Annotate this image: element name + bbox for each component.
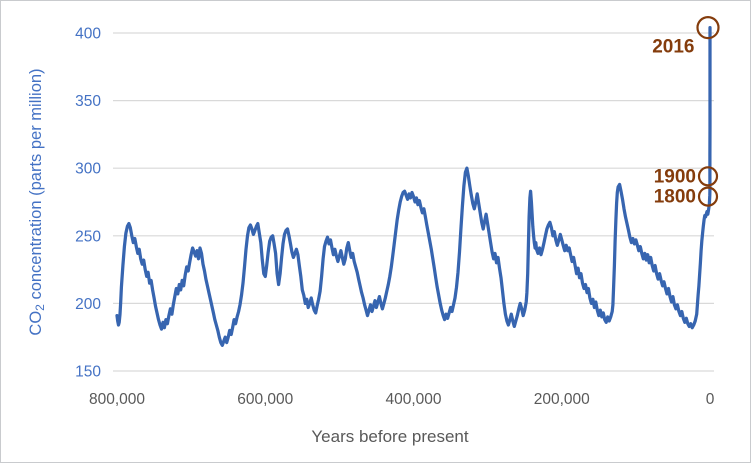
- y-axis-title: CO2 concentration (parts per million): [27, 68, 47, 335]
- annotation-circle-1900: [697, 166, 719, 187]
- y-tick-label: 250: [75, 228, 101, 245]
- y-tick-label: 200: [75, 296, 101, 313]
- annotation-circle-1800: [697, 186, 719, 207]
- y-tick-label: 150: [75, 364, 101, 381]
- x-tick-label: 0: [706, 391, 715, 408]
- x-axis-tick-labels: 800,000 600,000 400,000 200,000 0: [89, 391, 715, 408]
- y-tick-label: 300: [75, 161, 101, 178]
- x-tick-label: 400,000: [385, 391, 441, 408]
- annotation-label-1900: 1900: [654, 166, 696, 187]
- x-tick-label: 600,000: [237, 391, 293, 408]
- x-tick-label: 800,000: [89, 391, 145, 408]
- annotation-label-1800: 1800: [654, 187, 696, 208]
- annotation-label-2016: 2016: [652, 37, 694, 58]
- co2-line: [115, 25, 712, 347]
- y-tick-label: 350: [75, 93, 101, 110]
- x-tick-label: 200,000: [534, 391, 590, 408]
- y-tick-label: 400: [75, 26, 101, 43]
- annotation-circle-2016: [696, 15, 720, 40]
- y-axis-tick-labels: 150 200 250 300 350 400: [75, 26, 101, 381]
- data-series: [115, 25, 712, 347]
- x-axis-title: Years before present: [311, 427, 468, 446]
